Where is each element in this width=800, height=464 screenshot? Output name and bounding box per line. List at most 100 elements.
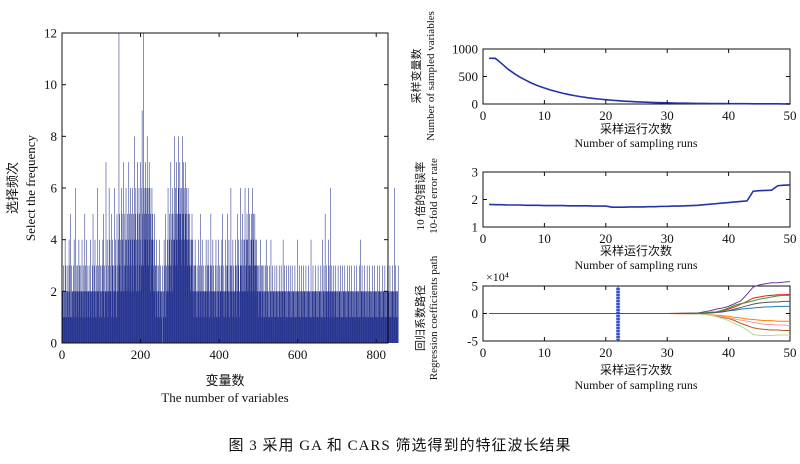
frequency-bar <box>344 291 346 343</box>
frequency-bar <box>172 291 173 343</box>
frequency-bar <box>351 317 353 343</box>
coefficients-lines <box>489 281 791 336</box>
frequency-bar <box>203 291 205 343</box>
frequency-bar <box>93 317 94 343</box>
frequency-bar <box>184 239 185 343</box>
frequency-bar <box>113 291 115 343</box>
frequency-bar <box>358 291 360 343</box>
frequency-bar <box>81 291 82 343</box>
frequency-bar <box>165 317 166 343</box>
frequency-bar <box>195 265 196 343</box>
coefficients-xtick-label: 20 <box>599 345 612 360</box>
frequency-bar <box>68 239 70 343</box>
frequency-bar <box>266 317 267 343</box>
frequency-bar <box>226 291 228 343</box>
frequency-bar <box>315 317 317 343</box>
frequency-bar <box>238 265 240 343</box>
frequency-bar <box>255 291 257 343</box>
frequency-bar <box>345 317 346 343</box>
frequency-bar <box>178 213 180 343</box>
frequency-bar <box>362 291 364 343</box>
frequency-bar <box>62 317 64 343</box>
frequency-bar <box>126 291 127 343</box>
frequency-bar <box>114 291 116 343</box>
frequency-bar <box>211 317 213 343</box>
frequency-bar <box>141 265 142 343</box>
frequency-bar <box>370 291 371 343</box>
frequency-bar <box>173 213 175 343</box>
frequency-bar <box>166 291 168 343</box>
frequency-bar <box>193 317 195 343</box>
frequency-bar <box>344 291 345 343</box>
frequency-bar <box>67 291 68 343</box>
frequency-bar <box>337 317 338 343</box>
c2-ytick-label: 0 <box>472 97 479 112</box>
frequency-bar <box>288 265 289 343</box>
frequency-bar <box>193 291 194 343</box>
frequency-bar <box>191 265 192 343</box>
frequency-bar <box>63 265 64 343</box>
frequency-bar <box>73 239 75 343</box>
frequency-ytick-label: 4 <box>51 232 58 247</box>
frequency-bar <box>174 136 175 343</box>
frequency-bar <box>390 291 392 343</box>
frequency-bar <box>230 188 232 343</box>
frequency-bar <box>355 291 357 343</box>
frequency-bar <box>320 265 322 343</box>
frequency-bar <box>232 239 234 343</box>
frequency-bar <box>85 317 87 343</box>
frequency-bar <box>229 265 231 343</box>
frequency-bar <box>204 317 205 343</box>
frequency-bar <box>83 317 85 343</box>
frequency-bar <box>352 291 353 343</box>
frequency-bar <box>287 291 289 343</box>
frequency-bar <box>78 317 79 343</box>
frequency-bar <box>267 291 269 343</box>
figure-caption: 图 3 采用 GA 和 CARS 筛选得到的特征波长结果 <box>228 438 572 454</box>
frequency-bar <box>212 291 214 343</box>
frequency-bar <box>293 291 295 343</box>
frequency-bar <box>255 265 256 343</box>
frequency-bar <box>157 291 159 343</box>
frequency-bar <box>307 291 309 343</box>
c3-ytick-label: 3 <box>472 165 479 180</box>
frequency-bar <box>305 265 307 343</box>
frequency-bar <box>328 239 329 343</box>
frequency-bar <box>70 291 72 343</box>
frequency-bar <box>130 239 132 343</box>
frequency-bar <box>269 291 271 343</box>
frequency-bar <box>215 239 217 343</box>
frequency-bar <box>100 291 102 343</box>
frequency-bar <box>112 239 113 343</box>
frequency-bar <box>131 213 132 343</box>
frequency-bar <box>385 291 387 343</box>
frequency-bar <box>178 136 179 343</box>
frequency-bar <box>283 317 284 343</box>
frequency-bar <box>283 291 285 343</box>
frequency-bar <box>69 291 71 343</box>
frequency-bar <box>211 265 212 343</box>
frequency-bar <box>124 239 126 343</box>
frequency-bar <box>329 291 331 343</box>
frequency-bar <box>256 291 258 343</box>
frequency-bar <box>344 265 346 343</box>
frequency-bar <box>271 291 273 343</box>
frequency-bar <box>183 213 185 343</box>
frequency-bar <box>235 291 237 343</box>
frequency-xtick-label: 200 <box>131 347 151 362</box>
frequency-bar <box>176 239 177 343</box>
frequency-bar <box>259 291 260 343</box>
frequency-bar <box>363 317 364 343</box>
frequency-bar <box>229 291 230 343</box>
frequency-bar <box>376 317 377 343</box>
frequency-bar <box>165 213 166 343</box>
frequency-bar <box>191 213 193 343</box>
frequency-bar <box>258 265 260 343</box>
frequency-bar <box>133 239 135 343</box>
frequency-bar <box>278 317 280 343</box>
frequency-bar <box>133 213 134 343</box>
frequency-bar <box>194 291 196 343</box>
frequency-bar <box>128 239 129 343</box>
